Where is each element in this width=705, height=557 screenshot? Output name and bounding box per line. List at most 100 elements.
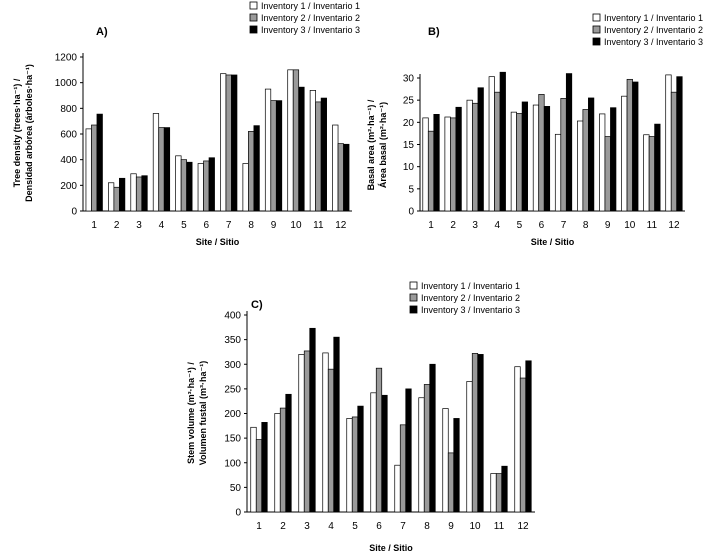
bar-inv1-site-4 xyxy=(322,352,329,513)
y-tick-label: 200 xyxy=(60,181,77,192)
bar-inv2-site-7 xyxy=(399,424,407,513)
bar-inv3-site-8 xyxy=(588,97,595,212)
bar-inv3-site-9 xyxy=(453,418,460,513)
x-tick-label: 6 xyxy=(376,521,382,532)
x-tick-label: 2 xyxy=(280,521,286,532)
x-tick-label: 11 xyxy=(494,521,505,532)
legend-swatch-inv2 xyxy=(592,25,601,34)
bar-inv3-site-10 xyxy=(298,86,305,212)
bar-inv3-site-6 xyxy=(381,394,388,513)
legend-swatch-inv1 xyxy=(249,1,258,10)
x-tick-label: 1 xyxy=(91,220,97,231)
y-tick-label: 400 xyxy=(224,311,241,322)
y-axis-title-line: Densidad arbórea (árboles·ha⁻¹) xyxy=(24,64,34,202)
x-tick-label: 1 xyxy=(256,521,262,532)
bar-inv2-site-8 xyxy=(248,131,255,212)
x-tick-label: 1 xyxy=(428,220,434,231)
x-tick-label: 8 xyxy=(424,521,430,532)
bar-inv2-site-6 xyxy=(375,367,383,513)
bar-inv1-site-11 xyxy=(309,90,316,212)
bar-inv3-site-2 xyxy=(119,177,126,212)
bar-inv2-site-2 xyxy=(279,407,287,513)
bar-inv3-site-10 xyxy=(632,81,639,212)
bar-inv3-site-10 xyxy=(477,354,484,513)
bar-inv1-site-6 xyxy=(532,104,540,212)
bar-inv1-site-4 xyxy=(488,76,495,212)
legend-label-inv1: Inventory 1 / Inventario 1 xyxy=(261,1,360,11)
bar-inv2-site-3 xyxy=(135,176,143,212)
bar-inv2-site-4 xyxy=(494,91,501,212)
bar-inv3-site-4 xyxy=(499,71,506,212)
panel-label: C) xyxy=(251,299,263,311)
bar-inv2-site-3 xyxy=(472,102,479,212)
x-tick-label: 12 xyxy=(668,220,680,231)
x-tick-label: 2 xyxy=(114,220,120,231)
bar-inv1-site-6 xyxy=(370,392,377,513)
x-tick-label: 2 xyxy=(450,220,456,231)
y-tick-label: 250 xyxy=(224,384,241,395)
bar-inv3-site-9 xyxy=(275,100,283,212)
bar-inv1-site-7 xyxy=(554,133,562,212)
bar-inv1-site-12 xyxy=(665,74,672,212)
x-axis-title: Site / Sitio xyxy=(369,543,413,553)
legend-label-inv1: Inventory 1 / Inventario 1 xyxy=(421,281,520,291)
y-tick-label: 1000 xyxy=(55,78,78,89)
bar-inv1-site-8 xyxy=(418,397,425,513)
x-tick-label: 5 xyxy=(352,521,358,532)
bar-inv2-site-9 xyxy=(270,100,277,212)
y-tick-label: 200 xyxy=(224,409,241,420)
y-tick-label: 800 xyxy=(60,104,77,115)
bar-inv2-site-3 xyxy=(303,350,311,513)
bar-inv2-site-12 xyxy=(337,143,344,212)
bar-inv2-site-7 xyxy=(225,74,232,212)
bar-inv3-site-3 xyxy=(309,327,316,513)
bar-inv2-site-8 xyxy=(423,384,431,513)
bar-inv2-site-9 xyxy=(447,452,455,513)
x-tick-label: 12 xyxy=(335,220,347,231)
legend-label-inv2: Inventory 2 / Inventario 2 xyxy=(421,293,520,303)
bar-inv3-site-1 xyxy=(261,422,268,513)
bar-inv1-site-4 xyxy=(152,113,160,212)
y-tick-label: 30 xyxy=(403,74,415,85)
bar-inv3-site-7 xyxy=(231,74,238,212)
bar-inv2-site-7 xyxy=(560,98,567,212)
bar-inv2-site-10 xyxy=(471,353,479,513)
bar-inv3-site-12 xyxy=(343,143,350,212)
bar-inv1-site-1 xyxy=(85,128,92,212)
bar-inv3-site-7 xyxy=(405,388,412,513)
y-tick-label: 0 xyxy=(235,508,241,519)
bar-inv2-site-5 xyxy=(516,113,523,212)
x-tick-label: 3 xyxy=(304,521,310,532)
bar-inv2-site-4 xyxy=(158,127,165,212)
bar-inv2-site-4 xyxy=(327,368,335,513)
bar-inv3-site-11 xyxy=(654,123,661,212)
x-tick-label: 10 xyxy=(469,521,481,532)
bar-inv2-site-9 xyxy=(604,136,611,212)
bar-inv3-site-1 xyxy=(433,113,440,212)
x-tick-label: 7 xyxy=(400,521,406,532)
x-tick-label: 4 xyxy=(159,220,165,231)
bar-inv1-site-1 xyxy=(250,426,257,513)
legend-swatch-inv3 xyxy=(409,305,418,314)
bar-inv2-site-10 xyxy=(292,69,300,212)
x-tick-label: 7 xyxy=(226,220,232,231)
x-tick-label: 4 xyxy=(328,521,334,532)
bar-inv1-site-7 xyxy=(220,73,227,212)
bar-inv2-site-10 xyxy=(626,78,633,212)
legend-swatch-inv1 xyxy=(409,281,418,290)
bar-inv2-site-12 xyxy=(670,91,678,212)
bar-inv3-site-1 xyxy=(96,113,103,212)
bar-inv2-site-2 xyxy=(113,186,120,212)
bar-inv2-site-11 xyxy=(315,101,322,212)
bar-inv3-site-3 xyxy=(477,87,484,212)
legend-swatch-inv3 xyxy=(592,37,601,46)
bar-inv3-site-12 xyxy=(676,76,683,212)
x-tick-label: 4 xyxy=(495,220,501,231)
x-tick-label: 5 xyxy=(517,220,523,231)
bar-inv3-site-2 xyxy=(285,393,292,513)
x-tick-label: 9 xyxy=(271,220,277,231)
y-tick-label: 300 xyxy=(224,360,241,371)
bar-inv3-site-2 xyxy=(455,106,462,212)
